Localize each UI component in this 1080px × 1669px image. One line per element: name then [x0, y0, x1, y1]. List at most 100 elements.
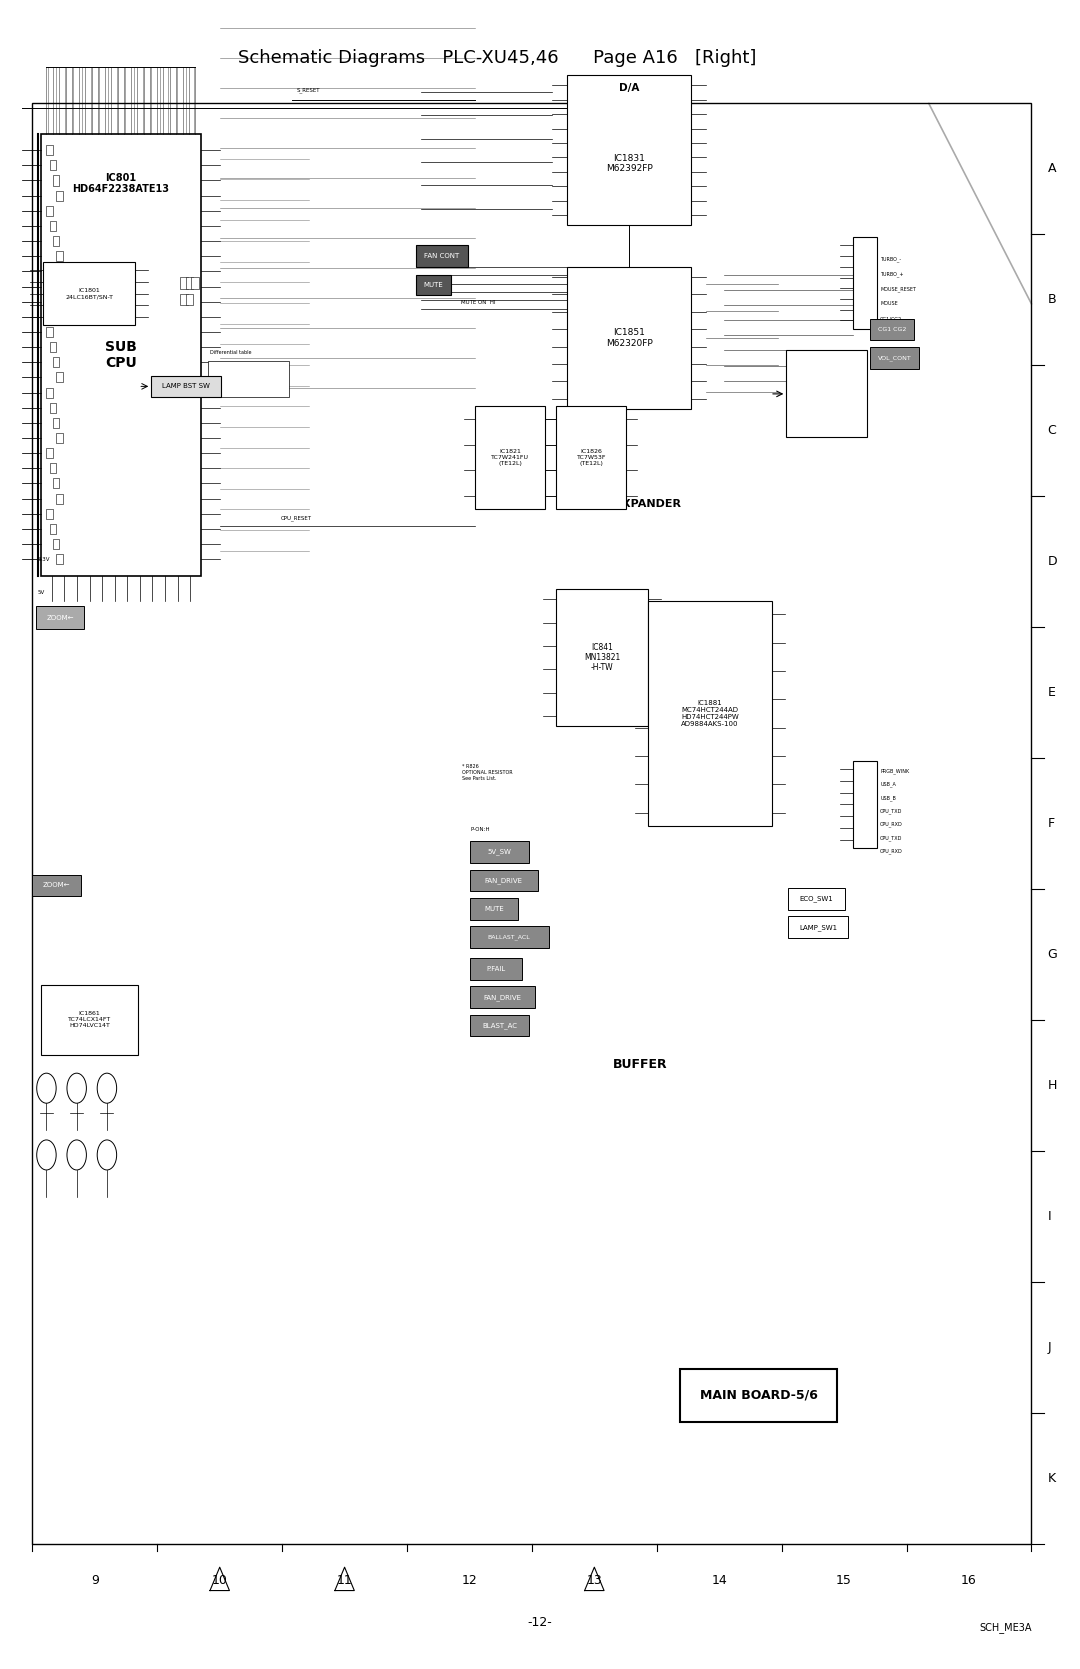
- Bar: [680, 1369, 837, 1422]
- Bar: [50, 524, 56, 534]
- Bar: [46, 447, 53, 457]
- Bar: [56, 252, 63, 262]
- Bar: [788, 888, 845, 910]
- Text: ZOOM←: ZOOM←: [43, 883, 70, 888]
- Bar: [46, 327, 53, 337]
- Bar: [32, 103, 1031, 1544]
- Bar: [186, 277, 193, 289]
- Bar: [56, 432, 63, 442]
- Text: ZOOM←: ZOOM←: [38, 614, 65, 621]
- Text: MOUSE: MOUSE: [880, 302, 897, 305]
- Text: MUTE:H: MUTE:H: [471, 885, 492, 888]
- Text: BUFFER: BUFFER: [613, 1058, 667, 1071]
- Text: CG1 CG2: CG1 CG2: [878, 327, 906, 332]
- Text: MUTE: MUTE: [484, 906, 504, 911]
- Text: MOUSE_RESET: MOUSE_RESET: [880, 285, 916, 292]
- Text: I/O EXPANDER: I/O EXPANDER: [593, 499, 681, 509]
- Text: K: K: [1048, 1472, 1056, 1485]
- Bar: [475, 406, 545, 509]
- Text: * R826
OPTIONAL RESISTOR
See Parts List.: * R826 OPTIONAL RESISTOR See Parts List.: [462, 764, 513, 781]
- Bar: [191, 277, 199, 289]
- Text: B: B: [1048, 294, 1056, 307]
- Text: SERVICE
MEMORY: SERVICE MEMORY: [43, 249, 98, 269]
- Text: LAMP BST SW: LAMP BST SW: [162, 384, 211, 389]
- Text: TURBO_-: TURBO_-: [880, 255, 902, 262]
- Text: C: C: [1048, 424, 1056, 437]
- Bar: [870, 319, 914, 340]
- Text: A: A: [1048, 162, 1056, 175]
- Bar: [180, 277, 188, 289]
- Text: P-FAIL:L: P-FAIL:L: [471, 913, 491, 916]
- Bar: [416, 245, 468, 267]
- Bar: [556, 589, 648, 726]
- Bar: [56, 494, 63, 504]
- Text: BLAST_AC: BLAST_AC: [482, 1021, 517, 1030]
- Bar: [50, 464, 56, 474]
- Text: VOL_CONT: VOL_CONT: [880, 330, 906, 337]
- Text: MUTE ON  HI: MUTE ON HI: [461, 300, 496, 304]
- Bar: [56, 312, 63, 322]
- Bar: [556, 406, 626, 509]
- Text: USB_A: USB_A: [880, 781, 896, 788]
- Bar: [41, 134, 201, 576]
- Text: G: G: [1048, 948, 1057, 961]
- Text: R895   1/10GJ10C  OS81: R895 1/10GJ10C OS81: [210, 384, 257, 387]
- Text: Differential table: Differential table: [210, 350, 251, 355]
- Bar: [470, 926, 549, 948]
- Text: FAN CONT: FAN CONT: [424, 254, 459, 259]
- Bar: [50, 342, 56, 352]
- Text: CPU_RXD: CPU_RXD: [880, 821, 903, 828]
- Bar: [36, 606, 84, 629]
- Text: IC1881-S
Normal:H
Normal:L
Normal:L: IC1881-S Normal:H Normal:L Normal:L: [789, 355, 820, 377]
- Bar: [50, 282, 56, 292]
- Text: FAN_DRIVE: FAN_DRIVE: [485, 876, 523, 885]
- Bar: [53, 297, 59, 307]
- Text: 3.3V: 3.3V: [38, 557, 51, 561]
- Bar: [46, 205, 53, 215]
- Text: H: H: [1048, 1080, 1057, 1092]
- Text: Model  PLC-XU45  PLC-XU46: Model PLC-XU45 PLC-XU46: [210, 364, 264, 367]
- Bar: [56, 190, 63, 200]
- Bar: [53, 417, 59, 427]
- Text: IC1881
MC74HCT244AD
HD74HCT244PW
AD9884AKS-100: IC1881 MC74HCT244AD HD74HCT244PW AD9884A…: [681, 699, 739, 728]
- Bar: [186, 294, 193, 305]
- Text: D/A: D/A: [619, 83, 639, 93]
- Text: FAN_DRIVE: FAN_DRIVE: [483, 993, 522, 1001]
- Text: CPU_TXD: CPU_TXD: [880, 808, 903, 814]
- Text: IC1826
TC7W53F
(TE12L): IC1826 TC7W53F (TE12L): [577, 449, 606, 466]
- Text: D: D: [1048, 556, 1057, 567]
- Bar: [416, 275, 451, 295]
- Text: P-ON:H: P-ON:H: [471, 828, 490, 831]
- Text: USB_B: USB_B: [880, 794, 896, 801]
- Text: IC841
MN13821
-H-TW: IC841 MN13821 -H-TW: [584, 643, 620, 673]
- Bar: [41, 985, 138, 1055]
- Bar: [786, 350, 867, 437]
- Text: MUTE: MUTE: [423, 282, 444, 289]
- Text: BALLAST_ACL: BALLAST_ACL: [488, 935, 530, 940]
- Bar: [788, 916, 848, 938]
- Bar: [50, 220, 56, 230]
- Text: -12-: -12-: [528, 1616, 552, 1629]
- Text: SUB
CPU: SUB CPU: [105, 339, 137, 371]
- Bar: [43, 262, 135, 325]
- Bar: [208, 361, 289, 397]
- Bar: [151, 376, 221, 397]
- Text: 14: 14: [712, 1574, 727, 1587]
- Bar: [853, 237, 877, 329]
- Text: F: F: [1048, 818, 1055, 829]
- Bar: [470, 841, 529, 863]
- Text: P-ON:H: P-ON:H: [471, 856, 490, 860]
- Text: J: J: [1048, 1340, 1051, 1354]
- Bar: [56, 554, 63, 564]
- Text: MAIN BOARD-5/6: MAIN BOARD-5/6: [700, 1389, 818, 1402]
- Text: IC1821
TC7W241FU
(TE12L): IC1821 TC7W241FU (TE12L): [491, 449, 529, 466]
- Text: P.FAIL: P.FAIL: [486, 966, 505, 971]
- Text: Schematic Diagrams   PLC-XU45,46      Page A16   [Right]: Schematic Diagrams PLC-XU45,46 Page A16 …: [238, 50, 756, 67]
- Bar: [470, 958, 522, 980]
- Text: 5V: 5V: [38, 591, 45, 594]
- Text: IC1861
TC74LCX14FT
HD74LVC14T: IC1861 TC74LCX14FT HD74LVC14T: [68, 1011, 111, 1028]
- Bar: [180, 294, 188, 305]
- Bar: [53, 235, 59, 245]
- Text: CG1/CG2: CG1/CG2: [880, 317, 902, 320]
- Text: FAN_DRIVE: FAN_DRIVE: [471, 998, 501, 1005]
